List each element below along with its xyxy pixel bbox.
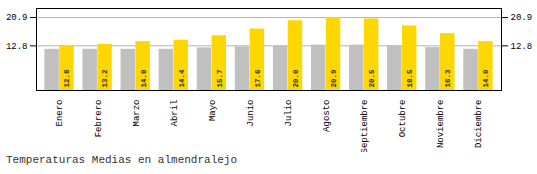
svg-text:16.3: 16.3 bbox=[444, 69, 452, 88]
svg-text:Mayo: Mayo bbox=[208, 100, 218, 122]
svg-text:15.7: 15.7 bbox=[216, 69, 224, 87]
svg-text:14.0: 14.0 bbox=[482, 69, 490, 88]
svg-text:20.9: 20.9 bbox=[511, 13, 533, 23]
svg-text:Septiembre: Septiembre bbox=[360, 100, 370, 153]
svg-text:17.6: 17.6 bbox=[254, 69, 262, 88]
html-text:Temperaturas Medias en almendr: Temperaturas Medias en almendralejo bbox=[6, 154, 237, 166]
svg-text:Junio: Junio bbox=[246, 100, 256, 127]
svg-text:Abril: Abril bbox=[170, 100, 180, 127]
svg-text:Febrero: Febrero bbox=[94, 100, 104, 138]
svg-text:13.2: 13.2 bbox=[101, 69, 109, 88]
svg-text:Marzo: Marzo bbox=[132, 100, 142, 127]
svg-text:Enero: Enero bbox=[55, 100, 65, 127]
svg-text:Noviembre: Noviembre bbox=[436, 100, 446, 149]
svg-text:12.8: 12.8 bbox=[6, 42, 28, 52]
svg-text:20.9: 20.9 bbox=[330, 69, 338, 88]
svg-text:14.0: 14.0 bbox=[140, 69, 148, 88]
svg-text:14.4: 14.4 bbox=[178, 69, 186, 88]
svg-text:12.8: 12.8 bbox=[511, 42, 533, 52]
svg-text:12.8: 12.8 bbox=[63, 69, 71, 88]
svg-text:Octubre: Octubre bbox=[398, 100, 408, 138]
svg-text:20.9: 20.9 bbox=[6, 13, 28, 23]
svg-text:18.5: 18.5 bbox=[406, 69, 414, 88]
svg-text:20.5: 20.5 bbox=[368, 69, 376, 88]
svg-text:Julio: Julio bbox=[284, 100, 294, 127]
svg-text:20.0: 20.0 bbox=[292, 69, 300, 88]
svg-text:Agosto: Agosto bbox=[322, 100, 332, 132]
svg-text:Diciembre: Diciembre bbox=[474, 100, 484, 149]
